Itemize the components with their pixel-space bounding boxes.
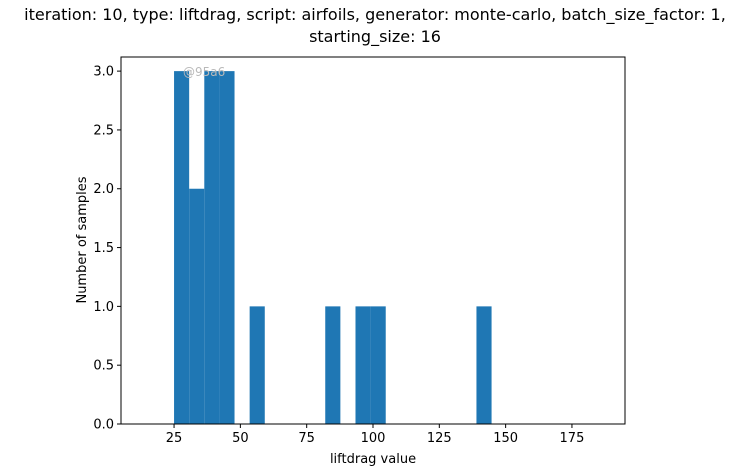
- x-tick-label: 100: [361, 431, 386, 446]
- histogram-bar-7: [355, 306, 371, 424]
- x-tick-label: 50: [232, 431, 249, 446]
- histogram-bar-6: [325, 306, 341, 424]
- plot-frame: [120, 56, 626, 425]
- y-tick-label: 2.0: [93, 182, 114, 197]
- histogram-bar-5: [249, 306, 265, 424]
- y-tick-label: 2.5: [93, 123, 114, 138]
- y-tick-label: 3.0: [93, 65, 114, 80]
- histogram-bar-3: [204, 71, 220, 425]
- y-tick-label: 0.0: [93, 418, 114, 433]
- histogram-bar-4: [219, 71, 235, 425]
- y-axis-ticks: 0.0 0.5 1.0 1.5 2.0 2.5 3.0: [93, 65, 121, 433]
- x-axis-ticks: 25 50 75 100 125 150 175: [166, 424, 585, 446]
- x-tick-label: 75: [298, 431, 315, 446]
- chart-title-line-2: starting_size: 16: [309, 27, 441, 47]
- x-tick-label: 150: [493, 431, 518, 446]
- x-tick-label: 175: [560, 431, 585, 446]
- x-tick-label: 125: [427, 431, 452, 446]
- histogram-bar-2: [189, 188, 205, 424]
- chart-title-line-1: iteration: 10, type: liftdrag, script: a…: [24, 5, 726, 25]
- histogram-bar-9: [476, 306, 492, 424]
- watermark-text: @95a6: [183, 65, 225, 79]
- y-axis-label: Number of samples: [75, 176, 90, 303]
- y-tick-label: 0.5: [93, 359, 114, 374]
- y-tick-label: 1.5: [93, 241, 114, 256]
- bars-group: [174, 71, 492, 425]
- histogram-bar-1: [174, 71, 190, 425]
- histogram-bar-8: [370, 306, 386, 424]
- y-tick-label: 1.0: [93, 300, 114, 315]
- x-axis-label: liftdrag value: [330, 452, 416, 467]
- x-tick-label: 25: [166, 431, 183, 446]
- faint-watermark-block: [378, 396, 618, 420]
